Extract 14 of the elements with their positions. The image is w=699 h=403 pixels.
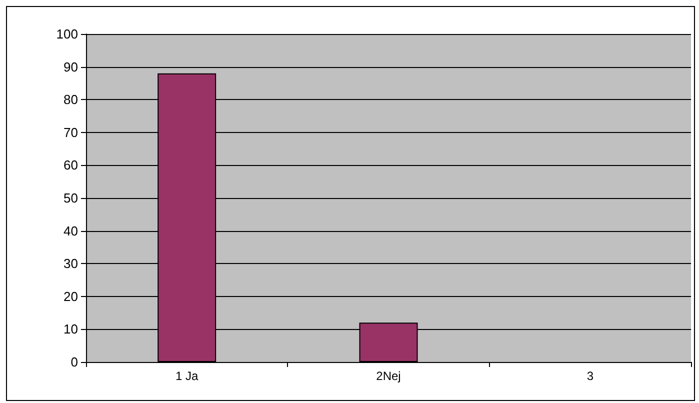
y-tick-label: 80 [64,92,78,108]
y-tick-label: 10 [64,322,78,337]
y-tick-label: 40 [64,223,78,238]
y-tick-label: 30 [64,256,78,272]
y-tick-label: 50 [64,190,78,206]
x-tick-label: 3 [586,369,594,383]
y-tick-label: 0 [70,354,78,370]
x-tick-label: 2Nej [376,369,401,383]
y-tick-label: 20 [64,288,78,304]
y-tick-label: 60 [64,158,78,173]
y-tick-label: 100 [56,26,78,42]
y-tick-label: 90 [64,59,78,74]
y-tick-label: 70 [64,124,78,140]
x-tick-label: 1 Ja [175,369,198,383]
